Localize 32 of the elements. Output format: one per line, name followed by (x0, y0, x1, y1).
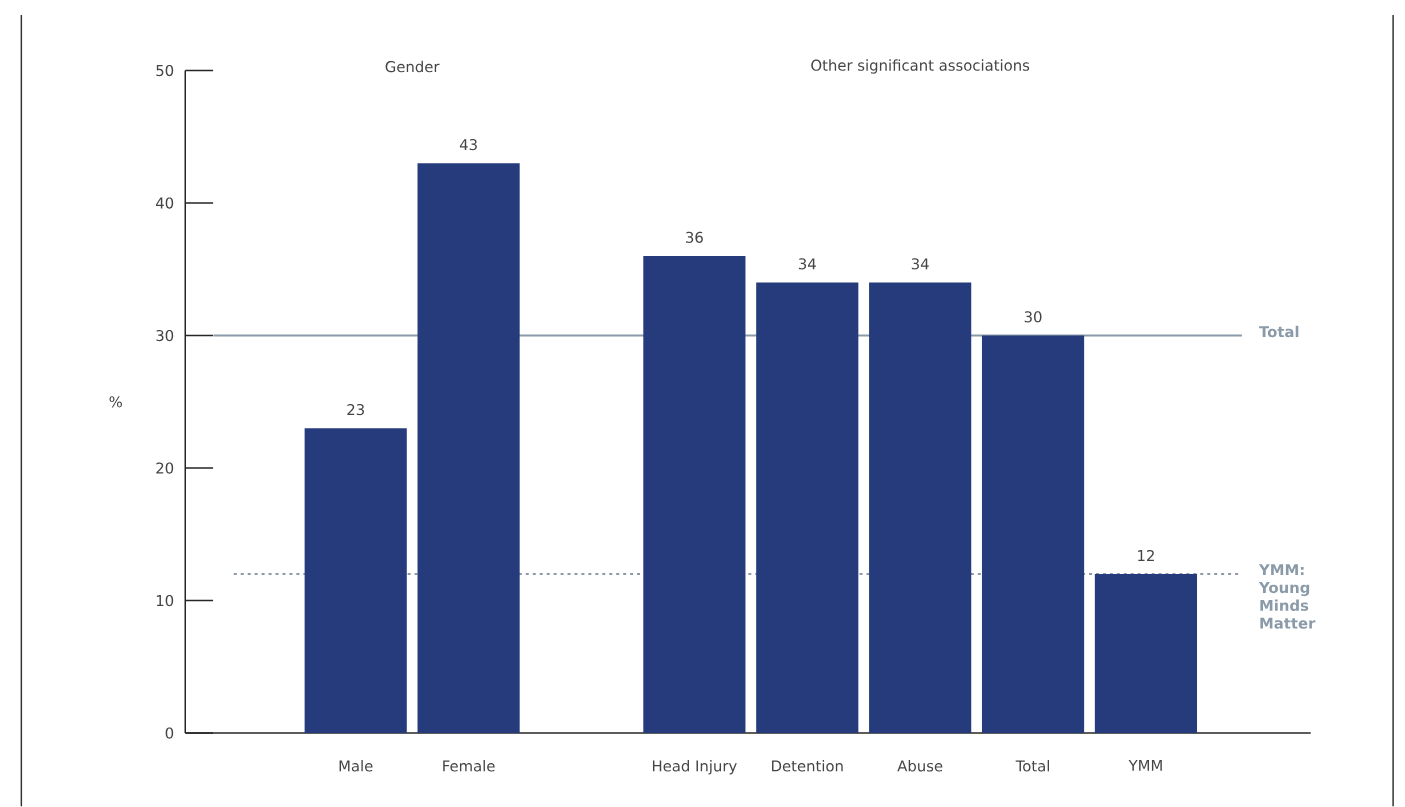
y-tick-label: 40 (155, 197, 174, 209)
ref-line-label: Total (1259, 326, 1299, 338)
data-label: 23 (347, 404, 364, 416)
x-tick-label: Female (443, 760, 495, 772)
y-tick-label: 10 (156, 595, 174, 607)
y-tick-label: 50 (156, 65, 174, 77)
bar (981, 335, 1085, 734)
data-label: 12 (1138, 550, 1154, 562)
x-tick-label: Detention (772, 760, 843, 772)
bar (869, 282, 972, 734)
x-tick-label: Abuse (897, 760, 943, 772)
bar (643, 256, 746, 734)
bar (304, 428, 407, 734)
x-tick-label: YMM (1128, 760, 1162, 772)
y-axis-title: % (109, 396, 122, 408)
annotation: Other significant associations (811, 59, 1030, 74)
ref-line-label: YMM: Young Minds Matter (1258, 564, 1316, 629)
bar (756, 282, 859, 734)
y-tick-label: 20 (156, 462, 174, 474)
data-label: 34 (911, 258, 929, 270)
annotation: Gender (385, 61, 440, 73)
y-tick-label: 0 (165, 727, 174, 739)
x-tick-label: Male (339, 760, 373, 772)
y-tick-label: 30 (156, 330, 174, 342)
bar (1094, 574, 1198, 734)
data-label: 36 (686, 231, 703, 244)
bar (417, 163, 520, 734)
data-label: 34 (798, 258, 816, 270)
x-tick-label: Total (1015, 760, 1049, 772)
x-tick-label: Head Injury (652, 760, 737, 775)
data-label: 30 (1024, 311, 1042, 323)
data-label: 43 (459, 139, 477, 151)
